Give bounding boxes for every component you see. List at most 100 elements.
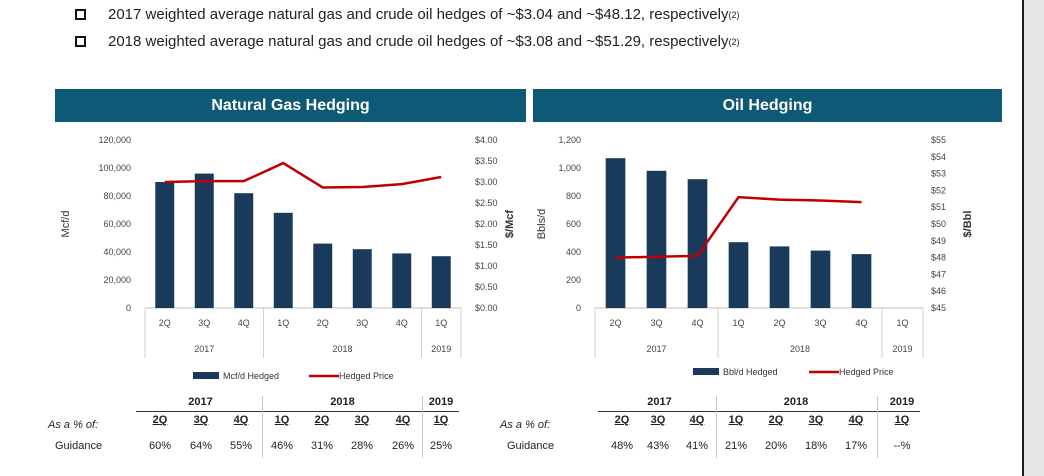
legend-label: Hedged Price <box>839 367 894 377</box>
bar <box>728 242 749 308</box>
x-tick-label: 1Q <box>435 318 447 328</box>
bar <box>234 193 254 308</box>
y2-tick-label: $2.50 <box>475 198 498 208</box>
x-tick-label: 2Q <box>609 318 621 328</box>
y2-tick-label: $50 <box>931 219 946 229</box>
table-value: 64% <box>189 440 213 452</box>
bar <box>851 254 872 308</box>
table-divider <box>262 396 263 458</box>
y-tick-label: 80,000 <box>103 191 131 201</box>
y-tick-label: 200 <box>566 275 581 285</box>
table-value: 43% <box>646 440 670 452</box>
table-row-label: Guidance <box>507 440 555 452</box>
year-label: 2018 <box>332 344 352 354</box>
x-tick-label: 3Q <box>356 318 368 328</box>
bar <box>605 158 626 308</box>
table-quarter-header: 3Q <box>193 414 209 426</box>
y2-tick-label: $0.50 <box>475 282 498 292</box>
table-row-label: As a % of: <box>48 419 99 431</box>
y2-tick-label: $54 <box>931 152 946 162</box>
y2-axis-title: $/Bbl <box>962 211 974 238</box>
year-label: 2018 <box>790 344 810 354</box>
bullet-text: 2017 weighted average natural gas and cr… <box>108 6 729 23</box>
bar <box>687 179 708 308</box>
y2-tick-label: $3.50 <box>475 156 498 166</box>
table-year-header: 2019 <box>889 396 915 408</box>
table-value: 20% <box>764 440 788 452</box>
y2-axis-title: $/Mcf <box>504 210 516 238</box>
legend-label: Bbl/d Hedged <box>723 367 778 377</box>
y-tick-label: 20,000 <box>103 275 131 285</box>
table-year-header: 2018 <box>783 396 809 408</box>
bar <box>313 243 333 308</box>
price-line <box>164 161 442 189</box>
table-quarter-header: 3Q <box>650 414 666 426</box>
table-quarter-header: 3Q <box>354 414 370 426</box>
y2-tick-label: $51 <box>931 202 946 212</box>
table-quarter-header: 1Q <box>728 414 744 426</box>
year-label: 2017 <box>194 344 214 354</box>
table-year-header: 2018 <box>330 396 355 408</box>
checkbox-icon <box>75 36 86 47</box>
y-tick-label: 40,000 <box>103 247 131 257</box>
y2-tick-label: $1.50 <box>475 240 498 250</box>
legend-bar-swatch <box>693 368 719 375</box>
y-tick-label: 60,000 <box>103 219 131 229</box>
table-quarter-header: 2Q <box>314 414 330 426</box>
table-value: 41% <box>685 440 709 452</box>
oil-header: Oil Hedging <box>533 89 1002 122</box>
y-tick-label: 1,000 <box>558 163 581 173</box>
frame-border <box>1022 0 1024 476</box>
price-line <box>615 195 862 259</box>
table-quarter-header: 2Q <box>768 414 784 426</box>
bar <box>769 246 790 308</box>
bullet-2018: 2018 weighted average natural gas and cr… <box>75 33 739 50</box>
bar <box>155 182 175 308</box>
table-value: 17% <box>844 440 868 452</box>
table-value: 21% <box>724 440 748 452</box>
y2-tick-label: $4.00 <box>475 135 498 145</box>
table-quarter-header: 1Q <box>433 414 449 426</box>
natural-gas-header: Natural Gas Hedging <box>55 89 526 122</box>
bullet-2017: 2017 weighted average natural gas and cr… <box>75 6 739 23</box>
y-tick-label: 600 <box>566 219 581 229</box>
bar <box>352 249 372 308</box>
x-tick-label: 3Q <box>650 318 662 328</box>
table-quarter-header: 1Q <box>894 414 910 426</box>
bullet-text: 2018 weighted average natural gas and cr… <box>108 33 729 50</box>
table-quarter-header: 4Q <box>848 414 864 426</box>
legend-bar-swatch <box>193 372 219 379</box>
y-tick-label: 120,000 <box>98 135 131 145</box>
y2-tick-label: $46 <box>931 286 946 296</box>
table-divider <box>716 396 717 458</box>
year-label: 2019 <box>431 344 451 354</box>
table-year-header: 2019 <box>428 396 454 408</box>
y2-tick-label: $49 <box>931 236 946 246</box>
x-tick-label: 4Q <box>855 318 867 328</box>
natural-gas-guidance-table: 2017 2018 2019 2Q 3Q 4Q 1Q 2Q 3Q 4Q 1Q As a % of: Gu… <box>0 392 526 468</box>
y-tick-label: 100,000 <box>98 163 131 173</box>
checkbox-icon <box>75 9 86 20</box>
table-quarter-header: 2Q <box>614 414 630 426</box>
table-value: 60% <box>148 440 172 452</box>
legend-label: Hedged Price <box>339 371 394 381</box>
bar <box>431 256 451 308</box>
table-value: --% <box>893 440 911 452</box>
y2-tick-label: $53 <box>931 169 946 179</box>
y-axis-title: Bbls/d <box>536 209 548 240</box>
table-value: 48% <box>610 440 634 452</box>
table-rule <box>598 411 920 412</box>
table-value: 26% <box>391 440 415 452</box>
table-quarter-header: 4Q <box>689 414 705 426</box>
bar <box>646 170 667 308</box>
table-quarter-header: 4Q <box>233 414 249 426</box>
y-tick-label: 1,200 <box>558 135 581 145</box>
footnote-ref: (2) <box>728 36 740 47</box>
table-value: 46% <box>270 440 294 452</box>
y2-tick-label: $3.00 <box>475 177 498 187</box>
year-label: 2019 <box>892 344 912 354</box>
x-tick-label: 1Q <box>732 318 744 328</box>
y-tick-label: 0 <box>576 303 581 313</box>
table-value: 31% <box>310 440 334 452</box>
x-tick-label: 4Q <box>691 318 703 328</box>
